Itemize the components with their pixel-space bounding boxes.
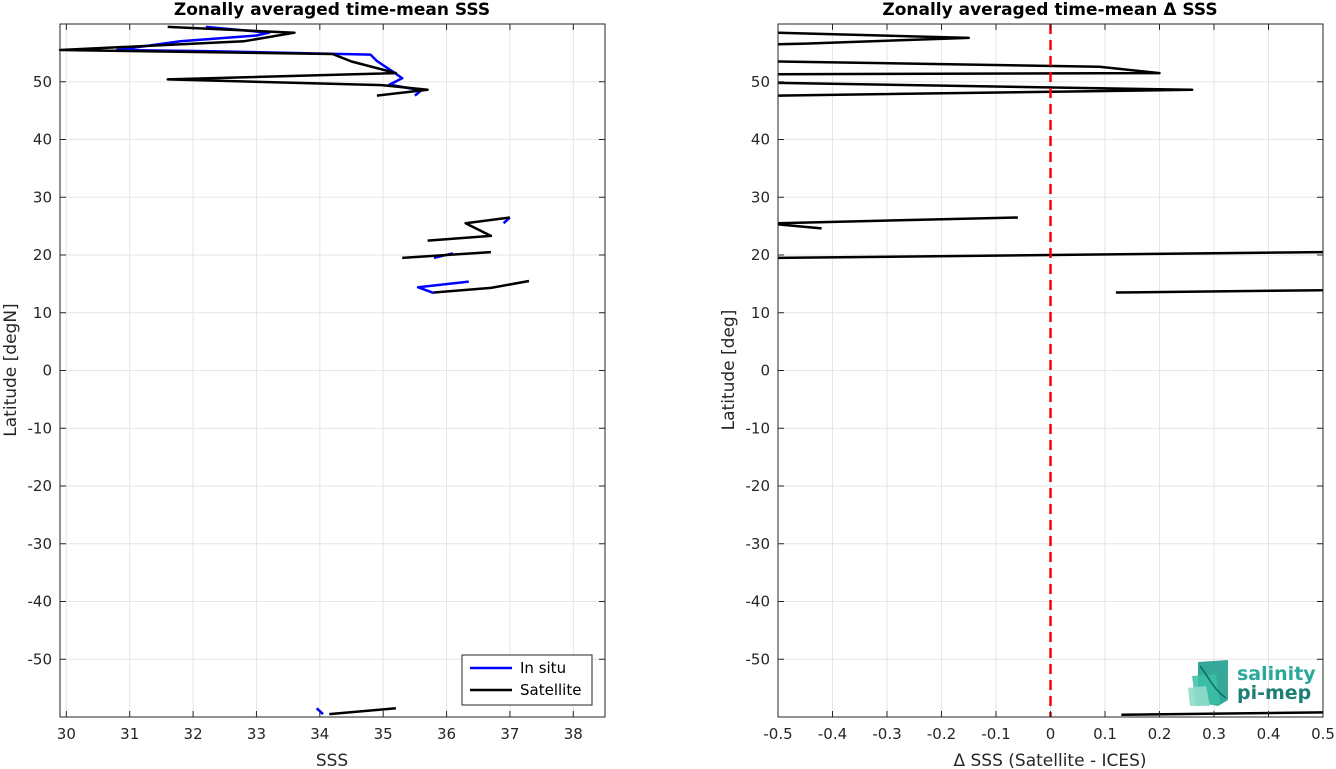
legend-box <box>461 654 593 706</box>
sss-y-tick-label: -30 <box>28 535 53 553</box>
legend-in-situ-label: In situ <box>520 659 566 677</box>
delta-sss-x-tick-label: 0 <box>1046 725 1056 743</box>
sss-y-tick-label: 10 <box>33 304 52 322</box>
sss-lines <box>58 25 530 716</box>
delta-sss-y-tick-label: 40 <box>751 131 770 149</box>
delta-sss-x-tick-label: 0.5 <box>1311 725 1335 743</box>
delta-sss-ticks: -0.5 -0.4 -0.3 -0.2 -0.1 0 0.1 0.2 0.3 0.4 0.5 -50 -… <box>746 24 1335 743</box>
sss-x-tick-label: 37 <box>500 725 519 743</box>
sss-satellite-line <box>329 707 397 716</box>
delta-sss-y-axis-label: Latitude [deg] <box>719 310 739 431</box>
sss-y-tick-label: -40 <box>28 593 53 611</box>
delta-sss-y-tick-label: -30 <box>746 535 771 553</box>
delta-sss-y-tick-label: -50 <box>746 650 771 668</box>
delta-sss-x-tick-label: 0.3 <box>1202 725 1226 743</box>
sss-x-tick-label: 36 <box>437 725 456 743</box>
sss-in-situ-line <box>416 280 469 295</box>
delta-sss-x-tick-label: 0.1 <box>1093 725 1117 743</box>
sss-x-tick-label: 38 <box>564 725 583 743</box>
sss-y-tick-label: 20 <box>33 246 52 264</box>
delta-sss-panel: Zonally averaged time-mean Δ SSS -0.5 -0.… <box>719 0 1335 769</box>
delta-sss-x-tick-label: -0.4 <box>818 725 847 743</box>
delta-sss-series-0-line <box>777 223 822 230</box>
wave-logo-icon <box>1188 660 1228 706</box>
delta-sss-x-tick-label: -0.5 <box>763 725 792 743</box>
sss-y-tick-label: -20 <box>28 477 53 495</box>
sss-satellite-line <box>58 25 429 97</box>
delta-sss-y-tick-label: 0 <box>760 362 770 380</box>
sss-ticks: 30 31 32 33 34 35 36 37 38 -50 -40 -30 -20 -10 0 10 20 30… <box>28 24 605 743</box>
delta-sss-series-0-line <box>1121 711 1324 716</box>
delta-sss-y-tick-label: 10 <box>751 304 770 322</box>
delta-sss-x-axis-label: Δ SSS (Satellite - ICES) <box>953 751 1146 769</box>
sss-y-tick-label: 30 <box>33 188 52 206</box>
sss-panel: Zonally averaged time-mean SSS 30 31 32 33 3… <box>1 0 606 769</box>
sss-y-tick-label: 40 <box>33 131 52 149</box>
delta-sss-y-tick-label: -40 <box>746 593 771 611</box>
delta-sss-x-tick-label: -0.3 <box>872 725 901 743</box>
logo-text-pi-mep: pi-mep <box>1237 682 1311 704</box>
sss-y-tick-label: 50 <box>33 73 52 91</box>
delta-sss-series-0-line <box>1115 288 1324 294</box>
delta-sss-x-tick-label: -0.1 <box>981 725 1010 743</box>
sss-x-axis-label: SSS <box>316 751 348 769</box>
sss-y-axis-label: Latitude [degN] <box>1 303 21 436</box>
delta-sss-y-tick-label: 20 <box>751 246 770 264</box>
legend-satellite-label: Satellite <box>520 681 581 699</box>
delta-sss-y-tick-label: -20 <box>746 477 771 495</box>
sss-satellite-line <box>427 216 511 242</box>
sss-satellite-line <box>402 250 491 260</box>
delta-sss-panel-title: Zonally averaged time-mean Δ SSS <box>882 0 1217 20</box>
sss-y-tick-label: -50 <box>28 650 53 668</box>
delta-sss-x-tick-label: 0.2 <box>1148 725 1172 743</box>
delta-sss-y-tick-label: 30 <box>751 188 770 206</box>
legend: In situ Satellite <box>461 654 593 706</box>
sss-x-tick-label: 32 <box>184 725 203 743</box>
sss-satellite-line <box>433 279 530 294</box>
delta-sss-y-tick-label: -10 <box>746 419 771 437</box>
sss-y-tick-label: -10 <box>28 419 53 437</box>
sss-x-tick-label: 30 <box>57 725 76 743</box>
delta-sss-x-tick-label: -0.2 <box>927 725 956 743</box>
delta-sss-series-0-line <box>777 81 1194 97</box>
sss-panel-title: Zonally averaged time-mean SSS <box>174 0 490 20</box>
delta-sss-x-tick-label: 0.4 <box>1257 725 1281 743</box>
delta-sss-series-0-line <box>777 31 971 46</box>
sss-grid <box>60 24 605 717</box>
sss-y-tick-label: 0 <box>42 362 52 380</box>
delta-sss-series-0-line <box>777 216 1018 225</box>
logo-text-salinity: salinity <box>1237 663 1316 685</box>
delta-sss-series-0-line <box>777 60 1161 76</box>
delta-sss-y-tick-label: 50 <box>751 73 770 91</box>
sss-x-tick-label: 33 <box>247 725 266 743</box>
sss-x-tick-label: 31 <box>120 725 139 743</box>
salinity-pi-mep-logo: salinity pi-mep <box>1188 660 1316 706</box>
sss-x-tick-label: 34 <box>310 725 329 743</box>
sss-x-tick-label: 35 <box>374 725 393 743</box>
